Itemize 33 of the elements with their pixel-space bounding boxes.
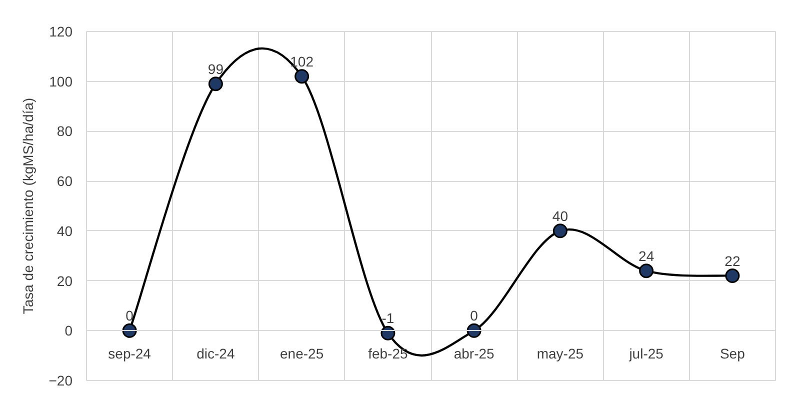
y-tick-label: 80 bbox=[56, 123, 73, 140]
data-label: 40 bbox=[552, 208, 568, 224]
x-tick-label: may-25 bbox=[536, 346, 584, 362]
x-tick-label: dic-24 bbox=[196, 346, 235, 362]
y-tick-label: 120 bbox=[49, 24, 73, 40]
x-tick-label: sep-24 bbox=[108, 346, 152, 362]
point bbox=[294, 69, 310, 84]
y-tick-label: −20 bbox=[48, 372, 73, 388]
x-tick-label: feb-25 bbox=[368, 346, 408, 362]
y-tick-label: 100 bbox=[49, 73, 73, 90]
point bbox=[725, 268, 740, 284]
data-label: 22 bbox=[724, 252, 740, 269]
y-tick-label: 20 bbox=[56, 272, 73, 289]
point bbox=[208, 76, 223, 92]
data-label: 0 bbox=[126, 308, 134, 324]
point bbox=[380, 326, 396, 340]
y-tick-label: 0 bbox=[64, 322, 73, 339]
data-label: 102 bbox=[290, 53, 314, 70]
y-tick-label: 40 bbox=[56, 222, 73, 239]
data-label: -1 bbox=[382, 310, 394, 326]
x-tick-label: Sep bbox=[720, 346, 746, 362]
point bbox=[639, 264, 654, 278]
point bbox=[122, 323, 137, 338]
data-label: 0 bbox=[470, 308, 478, 324]
x-tick-label: jul-25 bbox=[628, 346, 664, 362]
x-tick-label: ene-25 bbox=[280, 346, 324, 362]
point bbox=[466, 323, 482, 338]
y-axis-title: Tasa de crecimiento (kgMS/ha/día) bbox=[20, 98, 36, 314]
x-tick-label: abr-25 bbox=[454, 346, 495, 362]
data-label: 24 bbox=[638, 248, 654, 264]
y-tick-label: 60 bbox=[56, 173, 73, 190]
data-label: 99 bbox=[208, 60, 224, 77]
point bbox=[552, 224, 568, 238]
